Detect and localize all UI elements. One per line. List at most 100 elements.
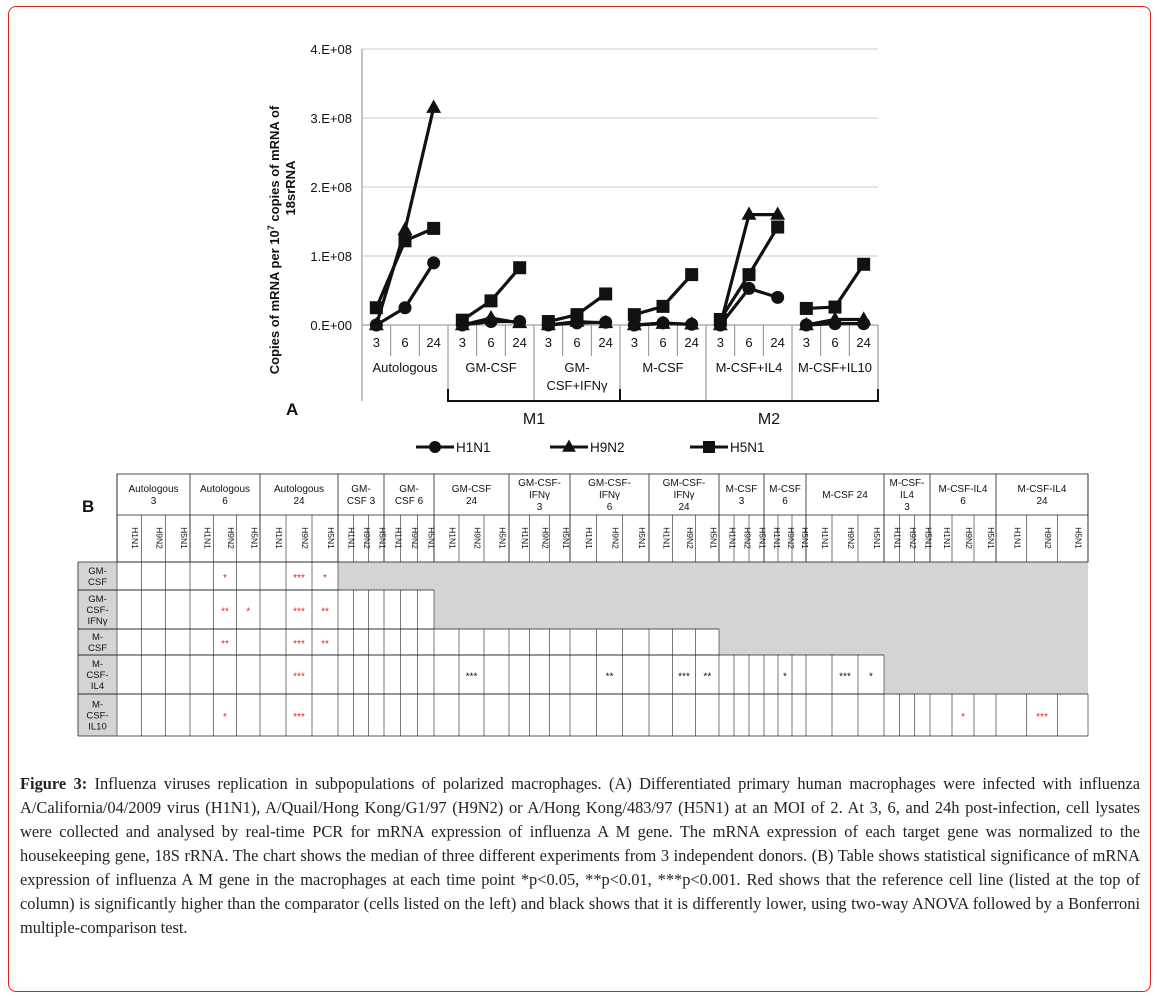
- column-group-header: 24: [293, 496, 305, 507]
- significance-mark: ***: [293, 672, 305, 683]
- significance-mark: **: [321, 607, 329, 618]
- significance-mark: ***: [678, 672, 690, 683]
- data-point-h1n1: [427, 256, 441, 270]
- data-point-h1n1: [771, 290, 785, 304]
- row-label: CSF: [88, 643, 107, 654]
- strain-header: H1N1: [130, 527, 140, 549]
- data-point-h5n1: [627, 308, 641, 322]
- strain-header: H1N1: [820, 527, 830, 549]
- column-group-header: Autologous: [200, 484, 250, 495]
- time-tick-label: 3: [631, 335, 638, 350]
- strain-header: H9N2: [786, 527, 796, 549]
- strain-header: H1N1: [893, 527, 903, 549]
- data-point-h9n2: [512, 314, 528, 329]
- strain-header: H1N1: [203, 527, 213, 549]
- column-group-header: 6: [960, 496, 966, 507]
- strain-header: H9N2: [743, 527, 753, 549]
- strain-header: H5N1: [872, 527, 882, 549]
- caption-text: Influenza viruses replication in subpopu…: [20, 774, 1140, 937]
- column-group-header: 6: [782, 496, 788, 507]
- data-point-h9n2: [856, 311, 872, 325]
- row-label: GM-: [88, 594, 106, 605]
- legend-label: H9N2: [590, 440, 625, 455]
- significance-mark: ***: [839, 672, 851, 683]
- column-group-header: 3: [537, 502, 543, 513]
- legend-marker-h5n1: [703, 441, 715, 453]
- strain-header: H1N1: [347, 527, 357, 549]
- group-label: M-CSF+IL4: [716, 360, 783, 375]
- strain-header: H5N1: [427, 527, 437, 549]
- time-tick-label: 6: [573, 335, 580, 350]
- column-group-header: 3: [151, 496, 157, 507]
- strain-header: H9N2: [611, 527, 621, 549]
- time-tick-label: 24: [856, 335, 870, 350]
- data-point-h5n1: [771, 220, 785, 234]
- row-label: CSF-: [86, 711, 108, 722]
- column-group-header: 6: [607, 502, 613, 513]
- row-label: IL4: [91, 681, 104, 692]
- column-group-header: 3: [739, 496, 745, 507]
- time-tick-label: 6: [659, 335, 666, 350]
- row-label: CSF-: [86, 605, 108, 616]
- group-label: Autologous: [372, 360, 438, 375]
- strain-header: H1N1: [448, 527, 458, 549]
- data-point-h9n2: [770, 206, 786, 220]
- strain-header: H1N1: [772, 527, 782, 549]
- data-point-h5n1: [685, 268, 699, 282]
- significance-mark: *: [783, 672, 787, 683]
- series-line-h9n2: [374, 107, 436, 326]
- time-tick-label: 3: [459, 335, 466, 350]
- data-point-h9n2: [827, 311, 843, 325]
- column-group-header: IFNγ: [599, 490, 620, 501]
- time-tick-label: 3: [803, 335, 810, 350]
- strain-header: H5N1: [708, 527, 718, 549]
- data-point-h9n2: [483, 309, 499, 324]
- data-point-h5n1: [398, 234, 412, 248]
- strain-header: H1N1: [274, 527, 284, 549]
- strain-header: H9N2: [155, 527, 165, 549]
- strain-header: H9N2: [473, 527, 483, 549]
- column-group-header: IL4: [900, 490, 914, 501]
- group-label: M-CSF: [642, 360, 683, 375]
- legend-marker-h9n2: [562, 439, 576, 452]
- data-point-h9n2: [397, 221, 413, 235]
- column-group-header: Autologous: [128, 484, 178, 495]
- column-group-header: GM-: [351, 484, 370, 495]
- significance-mark: *: [246, 607, 250, 618]
- strain-header: H9N2: [362, 527, 372, 549]
- figure: 0.E+00 1.E+08 2.E+08 3.E+08 4.E+08 Copies of …: [77, 42, 1089, 737]
- y-tick-label: 1.E+08: [310, 249, 352, 264]
- y-tick-label: 3.E+08: [310, 111, 352, 126]
- time-tick-label: 6: [487, 335, 494, 350]
- significance-mark: **: [321, 639, 329, 650]
- column-group-header: CSF 6: [395, 496, 424, 507]
- data-point-h9n2: [741, 206, 757, 220]
- strain-header: H5N1: [326, 527, 336, 549]
- panel-a-label: A: [286, 400, 298, 419]
- column-group-header: IFNγ: [529, 490, 550, 501]
- strain-header: H1N1: [393, 527, 403, 549]
- column-group-header: M-CSF-IL4: [939, 484, 988, 495]
- group-label: CSF+IFNγ: [546, 378, 608, 393]
- data-point-h5n1: [656, 299, 670, 313]
- row-label: CSF: [88, 577, 107, 588]
- group-label: GM-CSF: [465, 360, 516, 375]
- line-chart: 0.E+00 1.E+08 2.E+08 3.E+08 4.E+08 Copies of …: [266, 42, 879, 455]
- strain-header: H5N1: [923, 527, 933, 549]
- bracket-m2: [620, 389, 879, 402]
- time-tick-label: 3: [545, 335, 552, 350]
- data-point-h5n1: [455, 313, 469, 327]
- row-label: GM-: [88, 566, 106, 577]
- strain-header: H5N1: [179, 527, 189, 549]
- time-tick-label: 3: [373, 335, 380, 350]
- data-point-h5n1: [857, 257, 871, 271]
- group-label: GM-: [564, 360, 589, 375]
- significance-mark: ***: [293, 712, 305, 723]
- shaded-cells: [434, 590, 1088, 629]
- column-group-header: GM-CSF-: [588, 478, 631, 489]
- row-label: CSF-: [86, 670, 108, 681]
- strain-header: H9N2: [908, 527, 918, 549]
- column-group-header: IFNγ: [673, 490, 694, 501]
- significance-mark: *: [323, 573, 327, 584]
- bracket-m1: [447, 389, 621, 402]
